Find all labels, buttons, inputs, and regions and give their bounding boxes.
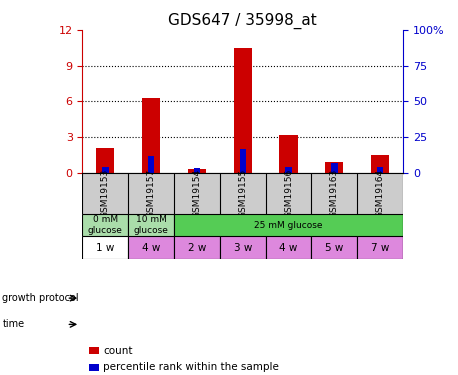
Title: GDS647 / 35998_at: GDS647 / 35998_at (169, 12, 317, 28)
Text: growth protocol: growth protocol (2, 293, 79, 303)
Text: percentile rank within the sample: percentile rank within the sample (103, 363, 279, 372)
Bar (194, 168, 200, 173)
Bar (174, 214, 403, 236)
Text: 3 w: 3 w (234, 243, 252, 252)
Text: 4 w: 4 w (142, 243, 160, 252)
Bar (240, 148, 246, 173)
Bar (148, 156, 154, 173)
Bar (285, 166, 292, 173)
Bar (82, 214, 128, 236)
Bar (377, 167, 383, 173)
Text: 25 mM glucose: 25 mM glucose (254, 220, 323, 230)
Text: 2 w: 2 w (188, 243, 206, 252)
Bar (128, 236, 174, 259)
Bar (371, 155, 389, 173)
Bar (102, 167, 109, 173)
Bar (128, 214, 174, 236)
Bar (311, 236, 357, 259)
Bar (220, 236, 266, 259)
Bar (142, 98, 160, 173)
Text: 0 mM
glucose: 0 mM glucose (88, 215, 123, 235)
Text: GSM19157: GSM19157 (147, 169, 156, 218)
Text: GSM19163: GSM19163 (330, 169, 339, 218)
Bar (279, 135, 298, 173)
Text: GSM19153: GSM19153 (101, 169, 110, 218)
Text: count: count (103, 346, 132, 355)
Text: 5 w: 5 w (325, 243, 344, 252)
Bar (96, 148, 114, 173)
Bar (357, 236, 403, 259)
Text: time: time (2, 320, 24, 329)
Bar (234, 48, 252, 173)
Text: GSM19155: GSM19155 (238, 169, 247, 218)
Bar (266, 236, 311, 259)
Bar (325, 162, 344, 173)
Text: GSM19164: GSM19164 (376, 169, 385, 218)
Bar (82, 236, 128, 259)
Text: 7 w: 7 w (371, 243, 389, 252)
Text: GSM19154: GSM19154 (192, 169, 202, 218)
Bar (188, 169, 206, 173)
Text: 4 w: 4 w (279, 243, 298, 252)
Text: 10 mM
glucose: 10 mM glucose (134, 215, 169, 235)
Bar (331, 163, 338, 173)
Bar (174, 236, 220, 259)
Text: 1 w: 1 w (96, 243, 114, 252)
Text: GSM19156: GSM19156 (284, 169, 293, 218)
